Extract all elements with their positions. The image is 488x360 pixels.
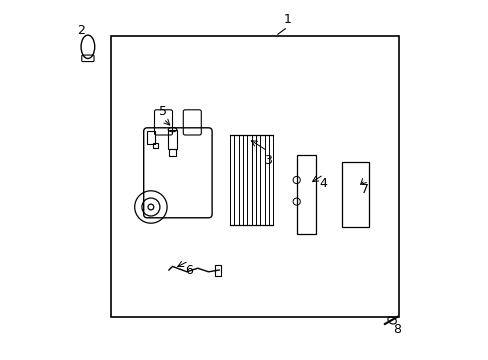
Bar bbox=[296, 155, 316, 234]
Bar bbox=[152, 143, 158, 148]
Bar bbox=[169, 149, 175, 156]
Bar bbox=[215, 265, 221, 276]
Text: 2: 2 bbox=[77, 24, 84, 37]
Bar bbox=[147, 131, 155, 144]
Bar bbox=[168, 130, 177, 149]
Bar bbox=[111, 36, 399, 317]
Text: 3: 3 bbox=[264, 154, 271, 167]
Text: 6: 6 bbox=[184, 264, 192, 276]
Text: 5: 5 bbox=[159, 105, 167, 118]
Text: 1: 1 bbox=[283, 13, 291, 26]
Text: 8: 8 bbox=[393, 323, 401, 336]
Text: 4: 4 bbox=[319, 177, 327, 190]
Text: 7: 7 bbox=[360, 183, 368, 195]
Bar bbox=[341, 162, 368, 227]
